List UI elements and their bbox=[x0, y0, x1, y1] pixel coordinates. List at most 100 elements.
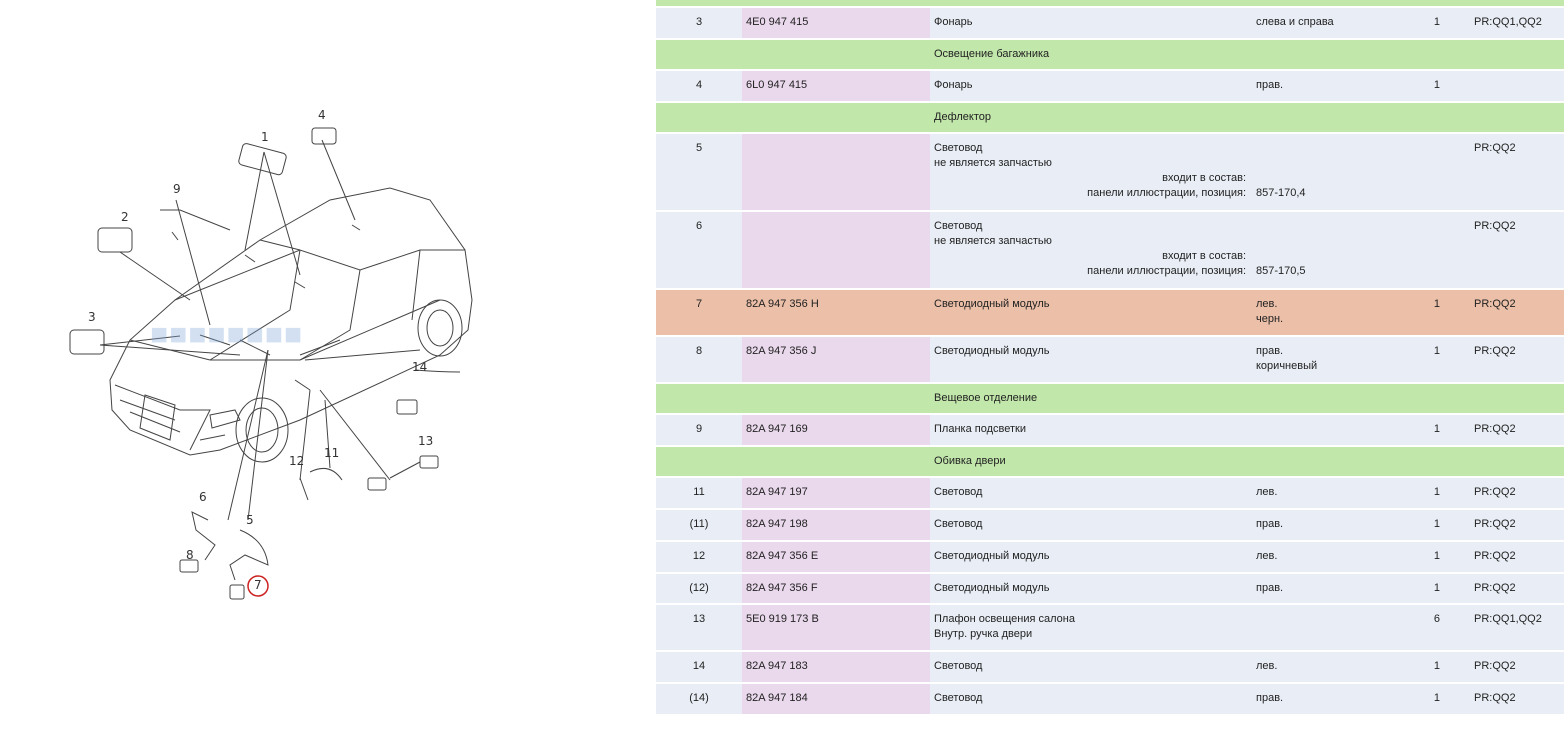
table-row[interactable]: 7 82A 947 356 H Светодиодный модуль лев. чер… bbox=[656, 290, 1564, 337]
car-illustration bbox=[69, 127, 473, 600]
position-number: 7 bbox=[695, 298, 703, 310]
callout-1: 1 bbox=[261, 130, 269, 144]
pr-code: PR:QQ2 bbox=[1474, 582, 1516, 594]
table-row[interactable]: 9 82A 947 169 Планка подсветки 1 PR:QQ2 bbox=[656, 415, 1564, 447]
part-name: Плафон освещения салона bbox=[934, 613, 1075, 625]
sub-label-included: входит в состав: bbox=[1162, 250, 1246, 262]
part-note: прав. bbox=[1256, 79, 1284, 91]
part-name: Светодиодный модуль bbox=[934, 345, 1050, 357]
quantity: 1 bbox=[1433, 486, 1440, 498]
part-name-cell: Светодиодный модуль bbox=[930, 542, 1252, 572]
note-cell: прав. коричневый bbox=[1252, 337, 1402, 382]
part-number: 82A 947 197 bbox=[742, 478, 930, 508]
position-number: 13 bbox=[692, 613, 706, 625]
table-row[interactable]: 11 82A 947 197 Световод лев. 1 PR:QQ2 bbox=[656, 478, 1564, 510]
part-name: Светодиодный модуль bbox=[934, 298, 1050, 310]
callout-3: 3 bbox=[88, 310, 96, 324]
table-row[interactable]: 4 6L0 947 415 Фонарь прав. 1 bbox=[656, 71, 1564, 103]
position-number: 14 bbox=[692, 660, 706, 672]
parts-diagram: ■■■■■■■■ 1 2 3 4 5 6 7 8 9 11 12 13 14 bbox=[0, 0, 656, 740]
part-note: лев. bbox=[1256, 486, 1278, 498]
part-name-cell: Световод bbox=[930, 684, 1252, 714]
part-name-extra: Внутр. ручка двери bbox=[934, 628, 1033, 640]
callout-12: 12 bbox=[289, 454, 305, 468]
part-name-cell: Световод не является запчастью bbox=[930, 212, 1252, 288]
table-row[interactable]: (12) 82A 947 356 F Светодиодный модуль прав… bbox=[656, 574, 1564, 605]
callout-4: 4 bbox=[318, 108, 326, 122]
quantity: 1 bbox=[1433, 550, 1440, 562]
part-note-extra: черн. bbox=[1256, 313, 1284, 325]
note-cell: прав. bbox=[1252, 510, 1402, 540]
table-row[interactable]: 13 5E0 919 173 B Плафон освещения салона Вн… bbox=[656, 605, 1564, 652]
part-note: прав. bbox=[1256, 518, 1284, 530]
quantity bbox=[1402, 134, 1470, 210]
table-row[interactable]: 6 Световод не является запчастью PR:QQ2 вход… bbox=[656, 212, 1564, 290]
table-row[interactable]: 12 82A 947 356 E Светодиодный модуль лев. 1 P… bbox=[656, 542, 1564, 574]
part-name-cell: Светодиодный модуль bbox=[930, 290, 1252, 335]
part-note: лев. bbox=[1256, 550, 1278, 562]
part-number: 82A 947 183 bbox=[742, 652, 930, 682]
note-cell: лев. bbox=[1252, 542, 1402, 572]
table-row[interactable]: (11) 82A 947 198 Световод прав. 1 PR:QQ2 bbox=[656, 510, 1564, 542]
part-note: лев. bbox=[1256, 660, 1278, 672]
part-name-cell: Фонарь bbox=[930, 71, 1252, 101]
position-number: (12) bbox=[689, 582, 709, 594]
part-name-cell: Световод bbox=[930, 652, 1252, 682]
quantity: 6 bbox=[1433, 613, 1440, 625]
part-name: Световод bbox=[934, 486, 983, 498]
section-title: Дефлектор bbox=[934, 111, 991, 123]
position-number: (11) bbox=[689, 518, 709, 530]
callout-8: 8 bbox=[186, 548, 194, 562]
part-note: прав. bbox=[1256, 582, 1284, 594]
position-number: 11 bbox=[693, 486, 705, 498]
note-cell: прав. bbox=[1252, 574, 1402, 603]
table-row[interactable]: 3 4E0 947 415 Фонарь слева и справа 1 PR:QQ1,… bbox=[656, 8, 1564, 40]
part-note: прав. bbox=[1256, 345, 1284, 357]
note-cell bbox=[1252, 415, 1402, 445]
part-number: 82A 947 184 bbox=[742, 684, 930, 714]
table-row[interactable]: 8 82A 947 356 J Светодиодный модуль прав. ко… bbox=[656, 337, 1564, 384]
part-name: Светодиодный модуль bbox=[934, 550, 1050, 562]
pr-code bbox=[1470, 71, 1564, 101]
part-name: Планка подсветки bbox=[934, 423, 1026, 435]
pr-code: PR:QQ2 bbox=[1474, 692, 1516, 704]
pr-code: PR:QQ2 bbox=[1474, 486, 1516, 498]
part-number: 82A 947 356 E bbox=[742, 542, 930, 572]
table-row[interactable]: 14 82A 947 183 Световод лев. 1 PR:QQ2 bbox=[656, 652, 1564, 684]
callout-6: 6 bbox=[199, 490, 207, 504]
table-row[interactable]: 5 Световод не является запчастью PR:QQ2 вход… bbox=[656, 134, 1564, 212]
part-name: Световод bbox=[934, 220, 983, 232]
section-header-row: Вещевое отделение bbox=[656, 384, 1564, 415]
sub-label-position: панели иллюстрации, позиция: bbox=[1087, 187, 1246, 199]
part-note: лев. bbox=[1256, 298, 1278, 310]
part-number bbox=[742, 134, 930, 210]
position-number: 12 bbox=[692, 550, 706, 562]
part-name-extra: не является запчастью bbox=[934, 157, 1052, 169]
position-number: 4 bbox=[695, 79, 703, 91]
quantity: 1 bbox=[1433, 660, 1440, 672]
quantity: 1 bbox=[1433, 298, 1440, 310]
part-name: Фонарь bbox=[934, 16, 973, 28]
part-note: слева и справа bbox=[1256, 16, 1334, 28]
position-number: 6 bbox=[695, 220, 703, 232]
part-name: Световод bbox=[934, 660, 983, 672]
pr-code: PR:QQ2 bbox=[1474, 660, 1516, 672]
part-name-cell: Светодиодный модуль bbox=[930, 574, 1252, 603]
part-name: Светодиодный модуль bbox=[934, 582, 1050, 594]
part-name-cell: Плафон освещения салона Внутр. ручка двер… bbox=[930, 605, 1252, 650]
part-name: Световод bbox=[934, 142, 983, 154]
part-name: Фонарь bbox=[934, 79, 973, 91]
table-row[interactable]: (14) 82A 947 184 Световод прав. 1 PR:QQ2 bbox=[656, 684, 1564, 716]
quantity: 1 bbox=[1433, 16, 1440, 28]
pr-code: PR:QQ1,QQ2 bbox=[1474, 613, 1542, 625]
position-number: 5 bbox=[695, 142, 703, 154]
pr-code: PR:QQ2 bbox=[1474, 550, 1516, 562]
section-header-row: Освещение багажника bbox=[656, 40, 1564, 71]
section-header-row: Дефлектор bbox=[656, 103, 1564, 134]
quantity: 1 bbox=[1433, 345, 1440, 357]
callout-13: 13 bbox=[418, 434, 434, 448]
section-title: Обивка двери bbox=[934, 455, 1006, 467]
part-name-cell: Светодиодный модуль bbox=[930, 337, 1252, 382]
note-cell: прав. bbox=[1252, 684, 1402, 714]
position-number: 9 bbox=[695, 423, 703, 435]
